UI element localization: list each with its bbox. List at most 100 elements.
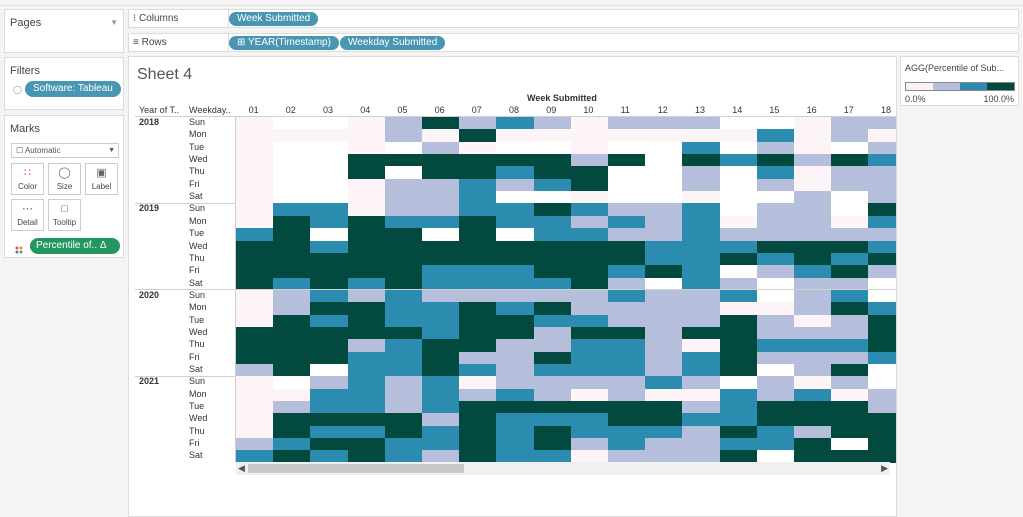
pages-menu-icon[interactable]: ▼ xyxy=(110,18,118,27)
heatmap-cell[interactable] xyxy=(570,141,609,155)
heatmap-cell[interactable] xyxy=(719,191,758,205)
heatmap-cell[interactable] xyxy=(384,215,423,229)
heatmap-cell[interactable] xyxy=(459,154,498,168)
heatmap-cell[interactable] xyxy=(459,215,498,229)
heatmap-cell[interactable] xyxy=(459,178,498,192)
heatmap-cell[interactable] xyxy=(236,314,274,328)
heatmap-cell[interactable] xyxy=(273,339,312,353)
heatmap-cell[interactable] xyxy=(794,277,832,291)
heatmap-cell[interactable] xyxy=(459,425,498,439)
heatmap-cell[interactable] xyxy=(347,277,386,291)
heatmap-cell[interactable] xyxy=(608,252,646,266)
heatmap-cell[interactable] xyxy=(347,141,386,155)
heatmap-cell[interactable] xyxy=(608,166,646,180)
heatmap-cell[interactable] xyxy=(794,388,832,402)
heatmap-cell[interactable] xyxy=(310,376,349,390)
heatmap-cell[interactable] xyxy=(384,364,423,377)
heatmap-cell[interactable] xyxy=(236,450,274,464)
heatmap-cell[interactable] xyxy=(645,141,684,155)
heatmap-cell[interactable] xyxy=(645,228,684,242)
heatmap-cell[interactable] xyxy=(645,364,684,377)
heatmap-cell[interactable] xyxy=(310,413,349,427)
heatmap-cell[interactable] xyxy=(570,215,609,229)
heatmap-cell[interactable] xyxy=(384,401,423,415)
heatmap-cell[interactable] xyxy=(756,326,795,340)
heatmap-cell[interactable] xyxy=(496,450,535,464)
heatmap-cell[interactable] xyxy=(756,351,795,365)
heatmap-cell[interactable] xyxy=(533,413,572,427)
heatmap-cell[interactable] xyxy=(422,425,460,439)
heatmap-cell[interactable] xyxy=(384,351,423,365)
heatmap-cell[interactable] xyxy=(645,289,684,303)
heatmap-cell[interactable] xyxy=(533,438,572,452)
heatmap-cell[interactable] xyxy=(831,388,870,402)
heatmap-cell[interactable] xyxy=(310,178,349,192)
heatmap-cell[interactable] xyxy=(347,425,386,439)
heatmap-cell[interactable] xyxy=(794,364,832,377)
heatmap-cell[interactable] xyxy=(236,154,274,168)
heatmap-cell[interactable] xyxy=(273,450,312,464)
heatmap-cell[interactable] xyxy=(608,339,646,353)
heatmap-cell[interactable] xyxy=(719,364,758,377)
heatmap-cell[interactable] xyxy=(645,203,684,217)
heatmap-cell[interactable] xyxy=(756,203,795,217)
heatmap-cell[interactable] xyxy=(422,314,460,328)
heatmap-cell[interactable] xyxy=(719,203,758,217)
heatmap-cell[interactable] xyxy=(831,215,870,229)
heatmap-cell[interactable] xyxy=(347,203,386,217)
scrollbar-thumb[interactable] xyxy=(248,464,464,473)
weekday-submitted-pill[interactable]: Weekday Submitted xyxy=(340,36,446,50)
heatmap-cell[interactable] xyxy=(868,401,896,415)
heatmap-cell[interactable] xyxy=(422,450,460,464)
heatmap-cell[interactable] xyxy=(310,117,349,130)
size-button[interactable]: ◯ Size xyxy=(48,163,81,195)
heatmap-cell[interactable] xyxy=(645,117,684,130)
heatmap-cell[interactable] xyxy=(570,413,609,427)
heatmap-cell[interactable] xyxy=(422,141,460,155)
heatmap-cell[interactable] xyxy=(570,314,609,328)
heatmap-cell[interactable] xyxy=(533,141,572,155)
heatmap-cell[interactable] xyxy=(422,289,460,303)
heatmap-cell[interactable] xyxy=(384,191,423,205)
heatmap-cell[interactable] xyxy=(682,364,721,377)
heatmap-cell[interactable] xyxy=(756,388,795,402)
heatmap-cell[interactable] xyxy=(719,438,758,452)
heatmap-cell[interactable] xyxy=(570,117,609,130)
heatmap-cell[interactable] xyxy=(719,117,758,130)
heatmap-cell[interactable] xyxy=(756,228,795,242)
heatmap-cell[interactable] xyxy=(459,413,498,427)
heatmap-cell[interactable] xyxy=(682,302,721,316)
heatmap-cell[interactable] xyxy=(682,401,721,415)
heatmap-cell[interactable] xyxy=(422,388,460,402)
heatmap-cell[interactable] xyxy=(310,166,349,180)
heatmap-cell[interactable] xyxy=(608,129,646,143)
heatmap-cell[interactable] xyxy=(868,289,896,303)
heatmap-cell[interactable] xyxy=(868,166,896,180)
heatmap-cell[interactable] xyxy=(533,203,572,217)
heatmap-cell[interactable] xyxy=(496,191,535,205)
heatmap-cell[interactable] xyxy=(719,326,758,340)
heatmap-cell[interactable] xyxy=(682,289,721,303)
heatmap-cell[interactable] xyxy=(236,364,274,377)
heatmap-cell[interactable] xyxy=(608,203,646,217)
heatmap-cell[interactable] xyxy=(570,240,609,254)
heatmap-cell[interactable] xyxy=(533,388,572,402)
heatmap-cell[interactable] xyxy=(422,265,460,279)
heatmap-cell[interactable] xyxy=(682,326,721,340)
heatmap-cell[interactable] xyxy=(794,413,832,427)
heatmap-cell[interactable] xyxy=(310,141,349,155)
heatmap-cell[interactable] xyxy=(645,401,684,415)
heatmap-cell[interactable] xyxy=(273,413,312,427)
heatmap-cell[interactable] xyxy=(868,413,896,427)
heatmap-cell[interactable] xyxy=(310,191,349,205)
heatmap-cell[interactable] xyxy=(756,252,795,266)
heatmap-cell[interactable] xyxy=(608,265,646,279)
heatmap-cell[interactable] xyxy=(868,252,896,266)
heatmap-cell[interactable] xyxy=(273,289,312,303)
heatmap-cell[interactable] xyxy=(756,413,795,427)
heatmap-cell[interactable] xyxy=(719,376,758,390)
heatmap-cell[interactable] xyxy=(608,191,646,205)
heatmap-cell[interactable] xyxy=(533,265,572,279)
heatmap-cell[interactable] xyxy=(719,314,758,328)
heatmap-cell[interactable] xyxy=(868,117,896,130)
